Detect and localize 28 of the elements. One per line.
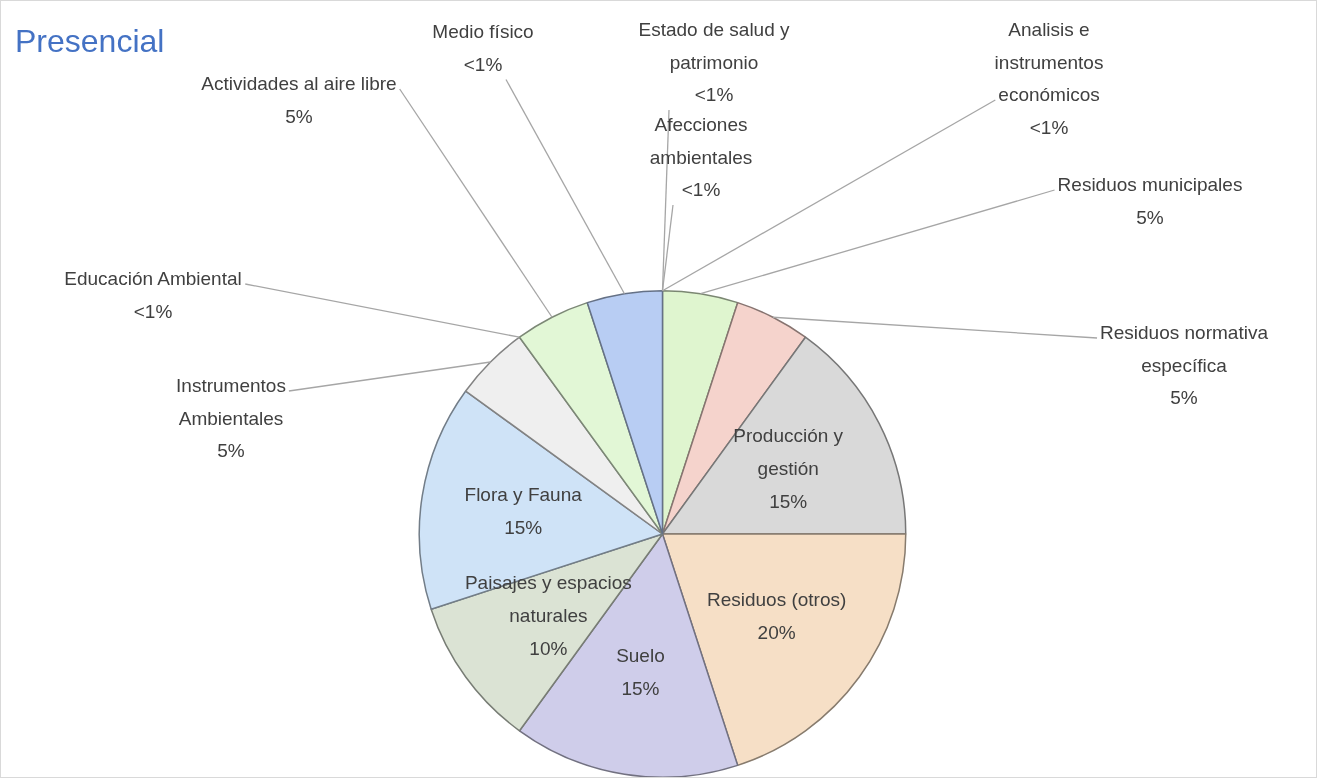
slice-label: Residuos (otros) [706,588,847,610]
slice-label: Residuos municipales [1057,174,1243,196]
slice-label: Instrumentos Ambientales [176,375,286,429]
data-label: 15% [621,678,660,700]
text: <1% [133,300,173,322]
data-label: 15% [504,516,543,538]
data-label: 5% [217,440,245,462]
slice-label: Flora y Fauna [464,483,583,505]
data-label: 10% [529,638,568,660]
text: <1% [1029,116,1069,138]
data-label: 5% [1170,387,1198,409]
slice-label: Actividades al aire libre [201,73,397,95]
data-label: 5% [285,105,313,127]
text: <1% [681,179,721,201]
slice-label: Producción y gestión [733,425,844,480]
data-label: 15% [769,491,808,513]
slice-label: Suelo [616,645,665,667]
chart-title: Presencial [15,23,165,60]
category-label: Educación Ambiental [64,268,242,290]
data-label: 5% [1136,206,1164,228]
slice-label: Residuos normativa específica [1100,322,1269,376]
category-label: Estado de salud y patrimonio [638,19,790,73]
data-label: <1% [463,53,503,75]
category-label: Analisis e instrumentos económicos [994,19,1104,106]
category-label: Afecciones ambientales [649,114,753,168]
text: <1% [694,84,734,106]
slice-label: Medio físico [432,21,534,43]
data-label: 20% [757,621,796,643]
